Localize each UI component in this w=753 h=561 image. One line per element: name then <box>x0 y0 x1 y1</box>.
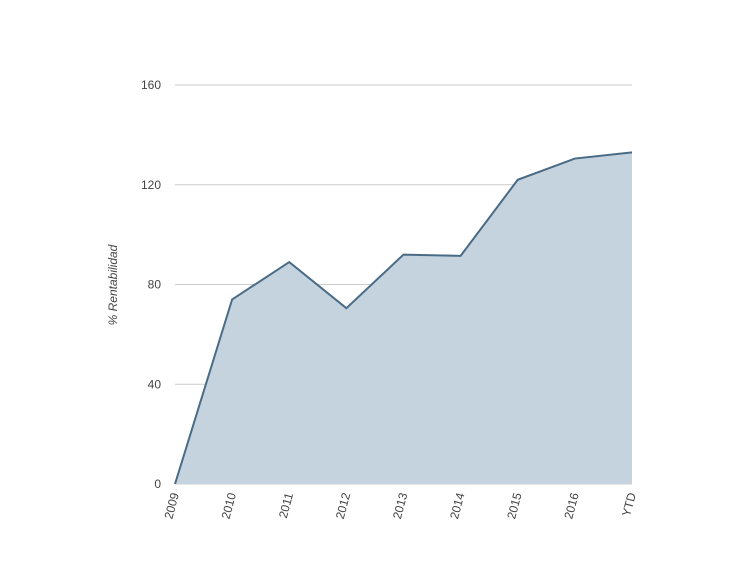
y-tick-label: 120 <box>141 178 161 192</box>
x-tick-label: 2016 <box>561 491 582 521</box>
y-tick-label: 160 <box>141 78 161 92</box>
x-tick-label: 2011 <box>276 491 296 520</box>
area-line <box>174 151 633 485</box>
y-tick-label: 40 <box>148 377 162 391</box>
x-tick-label: YTD <box>619 491 639 518</box>
x-tick-label: 2013 <box>390 491 411 521</box>
y-tick-label: 80 <box>148 278 162 292</box>
x-tick-label: 2012 <box>333 491 354 521</box>
x-tick-label: 2015 <box>504 491 525 521</box>
x-tick-label: 2010 <box>219 491 240 521</box>
y-tick-label: 0 <box>154 477 161 491</box>
y-axis-label: % Rentabilidad <box>106 244 120 325</box>
x-tick-label: 2009 <box>161 491 182 521</box>
x-tick-label: 2014 <box>447 491 468 521</box>
area-fill <box>175 152 632 485</box>
